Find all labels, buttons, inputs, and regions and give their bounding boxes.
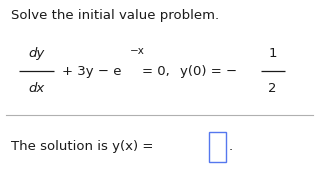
- Text: dy: dy: [29, 47, 45, 60]
- Text: Solve the initial value problem.: Solve the initial value problem.: [11, 9, 219, 22]
- Text: y(0) = −: y(0) = −: [180, 65, 237, 78]
- Text: The solution is y(x) =: The solution is y(x) =: [11, 140, 153, 153]
- Text: dx: dx: [29, 82, 45, 96]
- Text: + 3y − e: + 3y − e: [62, 65, 122, 78]
- Text: −x: −x: [130, 46, 145, 56]
- FancyBboxPatch shape: [209, 132, 226, 162]
- Text: = 0,: = 0,: [142, 65, 170, 78]
- Text: 2: 2: [269, 82, 277, 96]
- Text: .: .: [229, 140, 233, 153]
- Text: 1: 1: [269, 47, 277, 60]
